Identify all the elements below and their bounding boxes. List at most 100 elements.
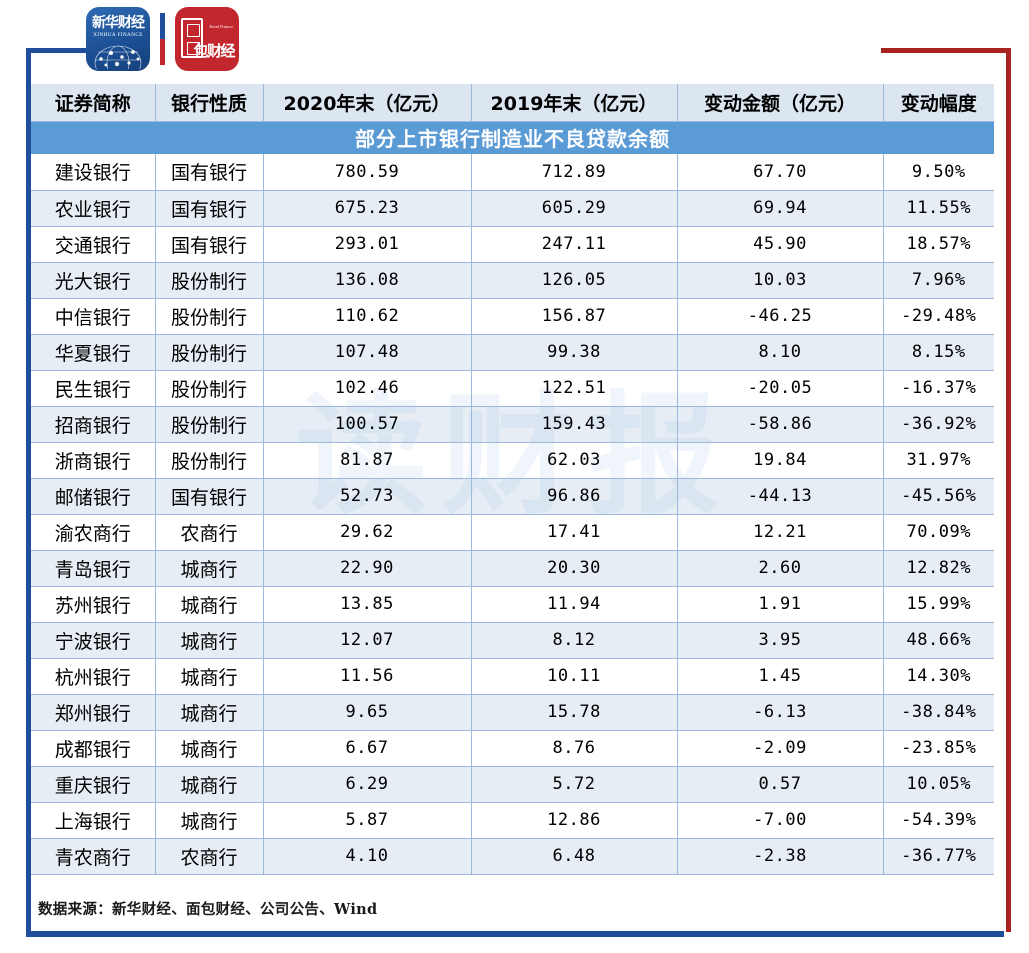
mianbao-logo-en-text: Bread Finance — [209, 25, 233, 29]
cell-end-2020: 22.90 — [263, 550, 472, 587]
frame-border-left — [26, 48, 31, 932]
cell-end-2020: 4.10 — [263, 838, 472, 875]
cell-change-pct: 8.15% — [883, 334, 994, 371]
cell-change-amount: -6.13 — [677, 694, 884, 731]
cell-end-2020: 6.67 — [263, 730, 472, 767]
mianbao-logo-box-glyph — [181, 18, 203, 58]
cell-end-2020: 780.59 — [263, 154, 472, 191]
bank-npl-table: 部分上市银行制造业不良贷款余额 证券简称 银行性质 2020年末（亿元） 201… — [31, 84, 994, 875]
frame-border-right — [1006, 48, 1011, 932]
cell-bank-type: 股份制行 — [155, 262, 264, 299]
cell-end-2019: 62.03 — [471, 442, 678, 479]
cell-end-2019: 156.87 — [471, 298, 678, 335]
cell-end-2020: 5.87 — [263, 802, 472, 839]
cell-security-name: 民生银行 — [31, 370, 156, 407]
cell-change-amount: 1.45 — [677, 658, 884, 695]
table-header-row: 证券简称 银行性质 2020年末（亿元） 2019年末（亿元） 变动金额（亿元）… — [31, 84, 994, 122]
cell-security-name: 青农商行 — [31, 838, 156, 875]
cell-change-amount: -46.25 — [677, 298, 884, 335]
cell-end-2020: 12.07 — [263, 622, 472, 659]
cell-change-pct: -54.39% — [883, 802, 994, 839]
cell-security-name: 上海银行 — [31, 802, 156, 839]
cell-end-2019: 20.30 — [471, 550, 678, 587]
cell-end-2019: 247.11 — [471, 226, 678, 263]
column-header-change-amount: 变动金额（亿元） — [677, 84, 884, 122]
xinhua-logo-en-text: XINHUA FINANCE — [93, 32, 143, 38]
cell-change-amount: -20.05 — [677, 370, 884, 407]
column-header-security-name: 证券简称 — [31, 84, 156, 122]
cell-change-pct: 10.05% — [883, 766, 994, 803]
cell-end-2019: 8.12 — [471, 622, 678, 659]
cell-end-2019: 12.86 — [471, 802, 678, 839]
cell-end-2019: 17.41 — [471, 514, 678, 551]
cell-change-amount: 67.70 — [677, 154, 884, 191]
xinhua-finance-logo-icon: 新华财经 XINHUA FINANCE — [86, 7, 150, 71]
cell-change-pct: -36.92% — [883, 406, 994, 443]
cell-change-amount: -7.00 — [677, 802, 884, 839]
table-row: 郑州银行 城商行 9.65 15.78 -6.13 -38.84% — [31, 694, 994, 731]
cell-change-pct: 12.82% — [883, 550, 994, 587]
table-row: 青农商行 农商行 4.10 6.48 -2.38 -36.77% — [31, 838, 994, 875]
cell-security-name: 邮储银行 — [31, 478, 156, 515]
cell-end-2020: 136.08 — [263, 262, 472, 299]
column-header-bank-type: 银行性质 — [155, 84, 264, 122]
cell-change-pct: 9.50% — [883, 154, 994, 191]
table-row: 华夏银行 股份制行 107.48 99.38 8.10 8.15% — [31, 334, 994, 371]
cell-end-2020: 11.56 — [263, 658, 472, 695]
cell-security-name: 宁波银行 — [31, 622, 156, 659]
table-row: 民生银行 股份制行 102.46 122.51 -20.05 -16.37% — [31, 370, 994, 407]
cell-change-amount: 8.10 — [677, 334, 884, 371]
table-row: 苏州银行 城商行 13.85 11.94 1.91 15.99% — [31, 586, 994, 623]
frame-border-bottom — [26, 931, 1004, 937]
cell-security-name: 苏州银行 — [31, 586, 156, 623]
cell-bank-type: 国有银行 — [155, 226, 264, 263]
cell-security-name: 华夏银行 — [31, 334, 156, 371]
cell-change-pct: -23.85% — [883, 730, 994, 767]
cell-end-2020: 13.85 — [263, 586, 472, 623]
cell-end-2019: 15.78 — [471, 694, 678, 731]
cell-change-amount: 19.84 — [677, 442, 884, 479]
cell-change-pct: 70.09% — [883, 514, 994, 551]
cell-end-2019: 122.51 — [471, 370, 678, 407]
cell-end-2019: 96.86 — [471, 478, 678, 515]
cell-end-2020: 110.62 — [263, 298, 472, 335]
cell-change-amount: 3.95 — [677, 622, 884, 659]
cell-security-name: 郑州银行 — [31, 694, 156, 731]
cell-change-amount: 1.91 — [677, 586, 884, 623]
cell-security-name: 重庆银行 — [31, 766, 156, 803]
cell-security-name: 交通银行 — [31, 226, 156, 263]
table-row: 上海银行 城商行 5.87 12.86 -7.00 -54.39% — [31, 802, 994, 839]
table-row: 杭州银行 城商行 11.56 10.11 1.45 14.30% — [31, 658, 994, 695]
cell-end-2020: 9.65 — [263, 694, 472, 731]
cell-bank-type: 股份制行 — [155, 442, 264, 479]
cell-bank-type: 城商行 — [155, 802, 264, 839]
cell-change-amount: 45.90 — [677, 226, 884, 263]
cell-end-2020: 102.46 — [263, 370, 472, 407]
cell-change-amount: 0.57 — [677, 766, 884, 803]
cell-change-amount: 10.03 — [677, 262, 884, 299]
table-row: 农业银行 国有银行 675.23 605.29 69.94 11.55% — [31, 190, 994, 227]
table-row: 浙商银行 股份制行 81.87 62.03 19.84 31.97% — [31, 442, 994, 479]
cell-end-2019: 126.05 — [471, 262, 678, 299]
cell-end-2019: 10.11 — [471, 658, 678, 695]
cell-change-pct: 15.99% — [883, 586, 994, 623]
frame-corner-top-left-horizontal — [26, 48, 136, 53]
cell-end-2020: 293.01 — [263, 226, 472, 263]
cell-change-pct: 11.55% — [883, 190, 994, 227]
cell-change-pct: -16.37% — [883, 370, 994, 407]
data-table-container: 部分上市银行制造业不良贷款余额 证券简称 银行性质 2020年末（亿元） 201… — [31, 84, 994, 875]
cell-security-name: 光大银行 — [31, 262, 156, 299]
cell-change-pct: -29.48% — [883, 298, 994, 335]
cell-end-2019: 159.43 — [471, 406, 678, 443]
cell-end-2020: 675.23 — [263, 190, 472, 227]
cell-change-amount: -58.86 — [677, 406, 884, 443]
cell-end-2019: 99.38 — [471, 334, 678, 371]
xinhua-logo-cn-text: 新华财经 — [92, 15, 145, 31]
cell-bank-type: 国有银行 — [155, 154, 264, 191]
table-row: 邮储银行 国有银行 52.73 96.86 -44.13 -45.56% — [31, 478, 994, 515]
cell-change-pct: 48.66% — [883, 622, 994, 659]
table-title: 部分上市银行制造业不良贷款余额 — [31, 121, 994, 154]
cell-end-2019: 605.29 — [471, 190, 678, 227]
cell-end-2019: 11.94 — [471, 586, 678, 623]
